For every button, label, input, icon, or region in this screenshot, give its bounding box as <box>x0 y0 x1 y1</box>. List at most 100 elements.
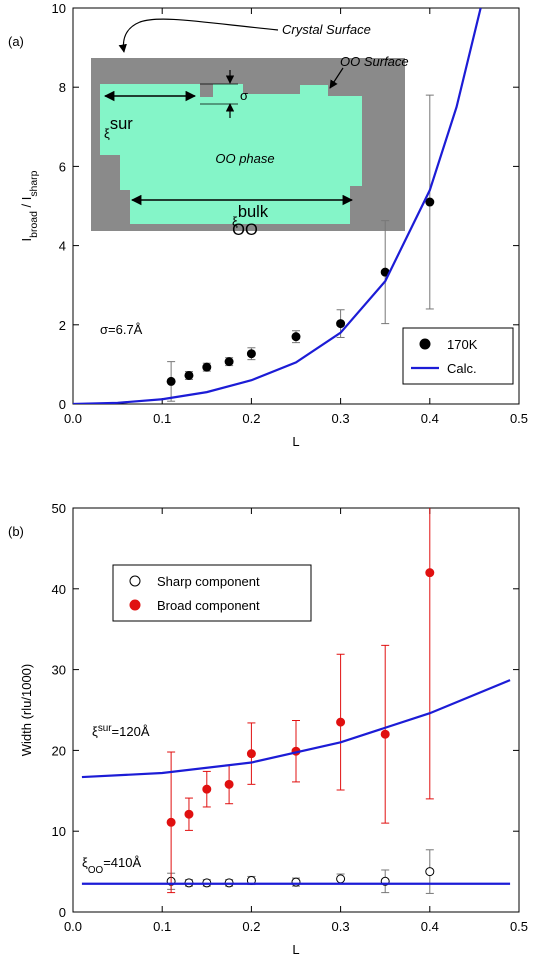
x-tick-label: 0.5 <box>510 411 528 426</box>
data-point <box>202 784 212 794</box>
inset-diagram <box>91 18 405 231</box>
y-tick-label: 40 <box>52 582 66 597</box>
data-point <box>380 729 390 739</box>
annotation: ξOO=410Å <box>82 855 141 876</box>
text-part: sur <box>98 723 112 734</box>
legend-swatch <box>129 575 141 587</box>
x-tick-label: 0.0 <box>64 919 82 934</box>
text-part: / I <box>19 197 34 211</box>
x-tick-label: 0.5 <box>510 919 528 934</box>
data-point <box>291 877 301 887</box>
x-tick-label: 0.2 <box>242 919 260 934</box>
text-part: ξ <box>92 724 98 739</box>
text-part: OO phase <box>215 151 274 166</box>
text-part: broad <box>29 211 40 238</box>
x-tick-label: 0.2 <box>242 411 260 426</box>
text-part: OO <box>88 865 104 876</box>
annotation: ξsur=120Å <box>92 723 150 740</box>
x-tick-label: 0.0 <box>64 411 82 426</box>
fit-curve <box>73 8 482 404</box>
data-point <box>336 717 346 727</box>
y-tick-label: 10 <box>52 824 66 839</box>
text-part: Crystal Surface <box>282 22 371 37</box>
legend: 170K Calc. <box>402 327 514 385</box>
x-tick-label: 0.4 <box>421 411 439 426</box>
y-tick-label: 50 <box>52 501 66 516</box>
text-part: σ <box>240 88 248 103</box>
x-axis-label: L <box>292 434 299 449</box>
y-axis-label: Width (rlu/1000) <box>19 664 34 756</box>
data-point <box>224 779 234 789</box>
x-tick-label: 0.3 <box>332 919 350 934</box>
panel-label: (a) <box>8 34 24 49</box>
y-axis-label: Ibroad / Isharp <box>19 170 40 241</box>
annotation: ξsur <box>104 115 133 141</box>
y-tick-label: 20 <box>52 743 66 758</box>
y-tick-label: 10 <box>52 1 66 16</box>
data-point <box>425 197 435 207</box>
text-part: =410Å <box>103 855 141 870</box>
oo-phase-region <box>100 84 362 224</box>
data-point <box>184 370 194 380</box>
plot-area <box>81 508 511 894</box>
x-tick-label: 0.1 <box>153 411 171 426</box>
data-point <box>246 349 256 359</box>
legend-box <box>402 327 514 385</box>
y-tick-label: 0 <box>59 397 66 412</box>
y-tick-label: 6 <box>59 159 66 174</box>
panel-label: (b) <box>8 524 24 539</box>
data-point <box>425 867 435 877</box>
text-part: ξ <box>104 126 110 141</box>
y-tick-label: 8 <box>59 80 66 95</box>
data-point <box>336 874 346 884</box>
annotation: Crystal Surface <box>282 22 371 37</box>
text-part: OO Surface <box>340 54 409 69</box>
fit-curve <box>81 679 511 779</box>
y-tick-label: 30 <box>52 663 66 678</box>
y-tick-label: 2 <box>59 318 66 333</box>
text-part: Width (rlu/1000) <box>19 664 34 756</box>
data-point <box>184 809 194 819</box>
data-point <box>202 362 212 372</box>
y-tick-label: 0 <box>59 905 66 920</box>
annotation: σ=6.7Å <box>100 322 143 337</box>
data-point <box>166 817 176 827</box>
legend-label: Sharp component <box>157 574 260 589</box>
text-part: sharp <box>29 170 40 196</box>
oo-surface-pointer <box>329 67 344 89</box>
panel: 0.0 0.1 0.2 0.3 0.4 0.5 0 2 4 6 8 10 L Ibroad / Ishar… <box>8 1 528 449</box>
x-axis-label: L <box>292 942 299 957</box>
annotation: OO Surface <box>340 54 409 69</box>
x-tick-label: 0.4 <box>421 919 439 934</box>
plot-frame <box>72 7 520 405</box>
data-point <box>224 357 234 367</box>
annotation: ξbulk OO <box>232 203 269 239</box>
legend-label: Calc. <box>447 361 477 376</box>
legend-label: 170K <box>447 337 478 352</box>
text-part: ξ <box>232 214 238 229</box>
annotation: OO phase <box>215 151 274 166</box>
annotation: σ <box>240 88 248 103</box>
text-part: σ=6.7Å <box>100 322 143 337</box>
text-part: =120Å <box>112 724 150 739</box>
data-point <box>166 376 176 386</box>
text-part: bulk <box>238 203 269 221</box>
text-part: OO <box>232 221 258 239</box>
crystal-surface-pointer <box>118 18 279 53</box>
text-part: I <box>19 238 34 242</box>
legend-label: Broad component <box>157 598 260 613</box>
legend: Sharp component Broad component <box>112 564 312 622</box>
data-point <box>336 319 346 329</box>
data-point <box>425 568 435 578</box>
text-part: ξ <box>82 855 88 870</box>
x-tick-label: 0.1 <box>153 919 171 934</box>
x-tick-label: 0.3 <box>332 411 350 426</box>
legend-box <box>112 564 312 622</box>
data-point <box>291 332 301 342</box>
data-point <box>246 749 256 759</box>
legend-swatch <box>129 599 141 611</box>
panel: 0.0 0.1 0.2 0.3 0.4 0.5 0 10 20 30 40 50 L Width (rlu… <box>8 501 528 957</box>
legend-swatch <box>419 338 431 350</box>
plot-frame <box>72 507 520 913</box>
